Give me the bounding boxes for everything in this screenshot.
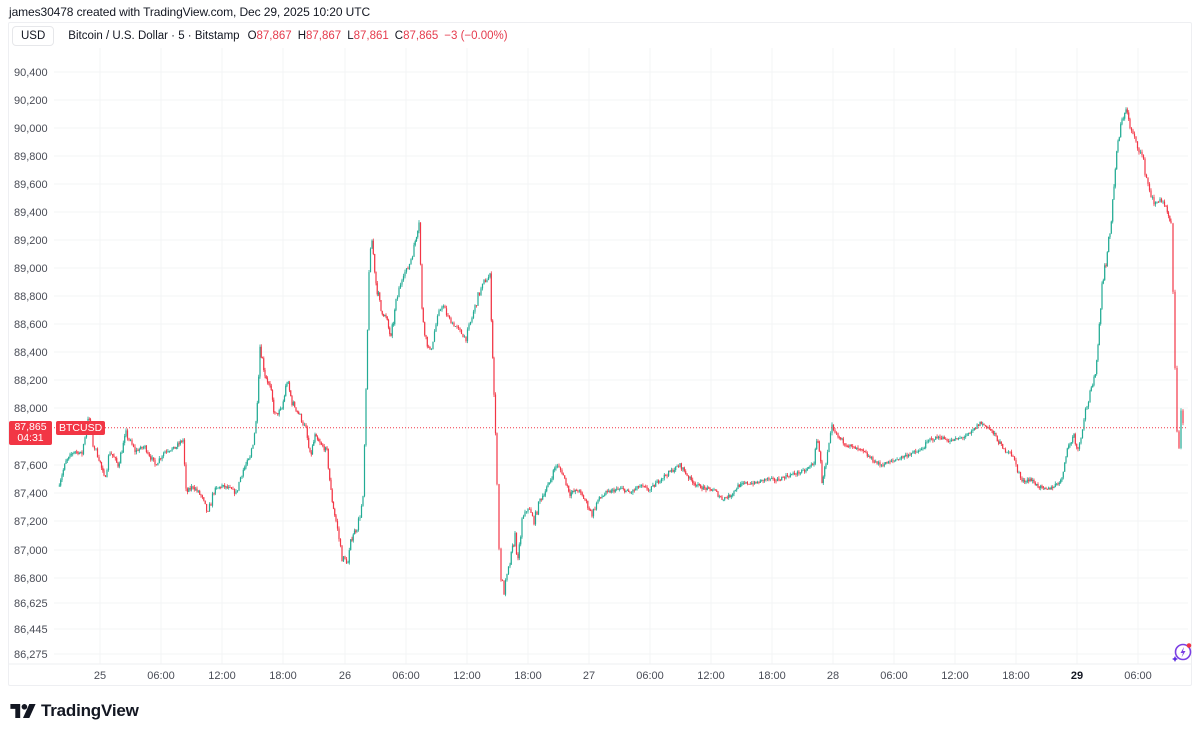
price-tick-label: 89,200 (14, 235, 48, 247)
low-value: L87,861 (347, 30, 389, 42)
price-tick-label: 89,800 (14, 151, 48, 163)
tradingview-logo[interactable]: TradingView (10, 701, 139, 721)
lightning-bolt-icon[interactable] (1171, 641, 1193, 663)
chart-frame (8, 22, 1192, 686)
symbol-tag: BTCUSD (56, 421, 106, 435)
high-value: H87,867 (297, 30, 342, 42)
time-tick-label: 06:00 (392, 670, 420, 682)
time-tick-label: 27 (583, 670, 595, 682)
time-tick-label: 18:00 (758, 670, 786, 682)
symbol-title[interactable]: Bitcoin / U.S. Dollar · 5 · Bitstamp (68, 30, 240, 42)
price-tick-label: 86,800 (14, 573, 48, 585)
brand-name: TradingView (41, 701, 139, 720)
open-value: O87,867 (247, 30, 292, 42)
tradingview-logo-icon (10, 704, 36, 718)
price-tick-label: 90,200 (14, 95, 48, 107)
time-tick-label: 06:00 (1124, 670, 1152, 682)
chart-legend: USD Bitcoin / U.S. Dollar · 5 · Bitstamp… (12, 25, 508, 47)
time-tick-label: 25 (94, 670, 106, 682)
time-tick-label: 06:00 (880, 670, 908, 682)
time-tick-label: 12:00 (208, 670, 236, 682)
currency-button[interactable]: USD (12, 26, 55, 46)
price-tick-label: 90,000 (14, 123, 48, 135)
price-tick-label: 87,400 (14, 488, 48, 500)
price-tick-label: 86,445 (14, 624, 48, 636)
time-tick-label: 12:00 (453, 670, 481, 682)
time-tick-label: 29 (1071, 670, 1083, 682)
price-tick-label: 86,275 (14, 649, 48, 661)
time-tick-label: 12:00 (941, 670, 969, 682)
time-axis[interactable]: 25 06:00 12:00 18:00 26 06:00 12:00 18:00 27 06:0… (94, 670, 1152, 682)
price-tick-label: 89,600 (14, 179, 48, 191)
time-tick-label: 28 (827, 670, 839, 682)
price-tick-label: 88,600 (14, 319, 48, 331)
candles (58, 107, 1184, 597)
time-tick-label: 06:00 (147, 670, 175, 682)
close-value: C87,865 (394, 30, 439, 42)
time-tick-label: 18:00 (1002, 670, 1030, 682)
price-tick-label: 88,400 (14, 347, 48, 359)
time-tick-label: 18:00 (514, 670, 542, 682)
grid-lines (8, 48, 1192, 665)
price-tick-label: 88,000 (14, 403, 48, 415)
time-tick-label: 18:00 (269, 670, 297, 682)
price-axis[interactable]: 90,400 90,200 90,000 89,800 89,600 89,400 89,2… (14, 67, 48, 661)
last-price-value: 87,865 (14, 421, 47, 433)
chart-credit: james30478 created with TradingView.com,… (9, 5, 371, 19)
price-tick-label: 90,400 (14, 67, 48, 79)
price-tick-label: 87,600 (14, 460, 48, 472)
price-change: −3 (−0.00%) (444, 30, 508, 42)
price-tick-label: 87,200 (14, 516, 48, 528)
time-tick-label: 26 (339, 670, 351, 682)
last-price-tag: 87,865 04:31 (9, 421, 52, 445)
price-tick-label: 87,000 (14, 545, 48, 557)
price-tick-label: 89,000 (14, 263, 48, 275)
price-tick-label: 88,800 (14, 291, 48, 303)
bar-countdown: 04:31 (17, 432, 44, 444)
price-tick-label: 89,400 (14, 207, 48, 219)
price-tick-label: 88,200 (14, 375, 48, 387)
price-tick-label: 86,625 (14, 598, 48, 610)
time-tick-label: 06:00 (636, 670, 664, 682)
time-tick-label: 12:00 (697, 670, 725, 682)
